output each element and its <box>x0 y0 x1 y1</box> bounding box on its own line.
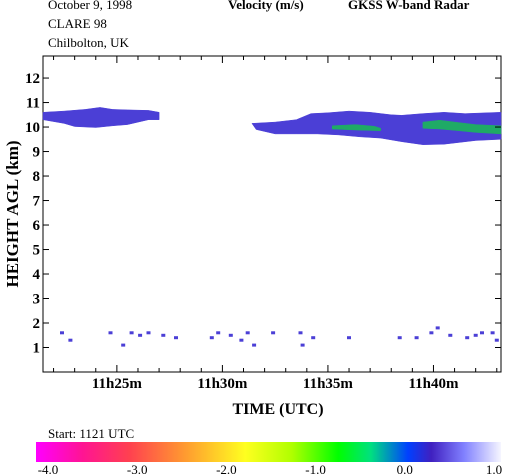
colorbar-tick-label: 0.0 <box>397 462 413 476</box>
y-tick-label: 6 <box>33 218 41 234</box>
speckle-echo <box>129 331 134 335</box>
y-tick-label: 9 <box>33 145 41 161</box>
speckle-echo <box>465 336 470 340</box>
speckle-echo <box>245 331 250 335</box>
colorbar-tick-label: -2.0 <box>216 462 237 476</box>
y-tick-label: 12 <box>25 71 40 87</box>
speckle-echo <box>311 336 316 340</box>
speckle-echo <box>473 333 478 337</box>
y-tick-label: 5 <box>33 243 41 259</box>
header-campaign: CLARE 98 <box>48 16 107 31</box>
speckle-echo <box>228 333 233 337</box>
speckle-echo <box>216 331 221 335</box>
speckle-echo <box>174 336 178 340</box>
header-site: Chilbolton, UK <box>48 35 129 50</box>
start-time-label: Start: 1121 UTC <box>48 426 135 441</box>
speckle-echo <box>60 331 64 335</box>
speckle-echo <box>271 331 276 335</box>
colorbar <box>36 442 501 462</box>
y-tick-label: 3 <box>33 292 41 308</box>
speckle-echo <box>397 336 402 340</box>
x-tick-label: 11h30m <box>197 376 248 392</box>
speckle-echo <box>298 331 303 335</box>
x-tick-label: 11h25m <box>92 376 143 392</box>
speckle-echo <box>108 331 113 335</box>
colorbar-ticks: -4.0 -3.0 -2.0 -1.0 0.0 1.0 <box>38 462 502 476</box>
y-tick-label: 8 <box>33 169 41 185</box>
speckle-echo <box>494 338 499 342</box>
speckle-echoes <box>60 326 499 347</box>
speckle-echo <box>68 338 73 342</box>
speckle-echo <box>161 333 166 337</box>
y-tick-label: 4 <box>33 267 41 283</box>
x-tick-label: 11h35m <box>303 376 354 392</box>
speckle-echo <box>347 336 351 340</box>
speckle-echo <box>480 331 484 335</box>
colorbar-tick-label: -4.0 <box>38 462 59 476</box>
colorbar-tick-label: -3.0 <box>127 462 148 476</box>
colorbar-tick-label: 1.0 <box>486 462 502 476</box>
header-instrument: GKSS W-band Radar <box>348 0 470 12</box>
y-tick-label: 10 <box>25 120 40 136</box>
echo-velocity-patch-2 <box>422 119 502 135</box>
y-tick-label: 7 <box>33 194 41 210</box>
echo-velocity-patch-1 <box>331 124 381 131</box>
speckle-echo <box>414 336 419 340</box>
x-axis-title: TIME (UTC) <box>232 401 323 418</box>
header-date: October 9, 1998 <box>48 0 133 12</box>
echo-cirrus-band-early <box>42 107 160 128</box>
speckle-echo <box>121 343 126 347</box>
speckle-echo <box>490 331 495 335</box>
y-tick-label: 11 <box>26 96 40 112</box>
speckle-echo <box>239 338 244 342</box>
speckle-echo <box>300 343 305 347</box>
speckle-echo <box>146 331 151 335</box>
speckle-echo <box>448 333 453 337</box>
colorbar-tick-label: -1.0 <box>305 462 326 476</box>
speckle-echo <box>209 336 214 340</box>
speckle-echo <box>252 343 257 347</box>
x-axis: 11h25m 11h30m 11h35m 11h40m <box>53 56 498 392</box>
speckle-echo <box>435 326 440 330</box>
speckle-echo <box>429 331 434 335</box>
speckle-echo <box>138 333 143 337</box>
y-tick-label: 2 <box>33 316 41 332</box>
y-axis-title: HEIGHT AGL (km) <box>3 140 22 287</box>
plot-frame <box>42 55 502 373</box>
y-tick-label: 1 <box>33 341 41 357</box>
x-tick-label: 11h40m <box>408 376 459 392</box>
echo-layers <box>42 107 502 145</box>
header-variable: Velocity (m/s) <box>228 0 304 12</box>
